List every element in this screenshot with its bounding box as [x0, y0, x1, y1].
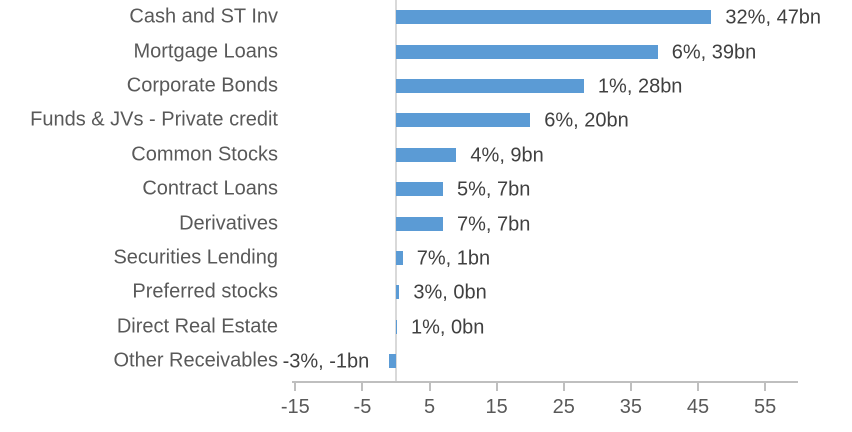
- x-axis-line: [292, 381, 798, 383]
- bar: [396, 113, 531, 128]
- value-label: 6%, 39bn: [671, 41, 757, 64]
- x-axis-tick: [361, 383, 364, 391]
- value-label: 32%, 47bn: [725, 6, 822, 29]
- x-axis-tick-label: 5: [424, 396, 436, 418]
- x-axis-tick: [562, 383, 565, 391]
- x-axis-tick: [697, 383, 699, 391]
- category-label: Direct Real Estate: [116, 315, 278, 338]
- category-label: Common Stocks: [131, 143, 278, 166]
- category-label: Corporate Bonds: [126, 74, 278, 97]
- x-axis-tick-label: 35: [619, 396, 643, 418]
- x-axis-tick: [495, 383, 498, 391]
- bar: [396, 79, 584, 93]
- x-axis-tick: [294, 383, 297, 391]
- bar: [396, 251, 403, 265]
- bar: [396, 147, 457, 162]
- x-axis-tick: [764, 383, 767, 391]
- value-label: 1%, 28bn: [597, 75, 683, 98]
- category-label: Securities Lending: [113, 246, 278, 269]
- x-axis-tick-label: 55: [753, 396, 777, 418]
- category-label: Funds & JVs - Private credit: [30, 108, 278, 131]
- category-label: Derivatives: [179, 212, 278, 235]
- value-label: 5%, 7bn: [456, 178, 531, 201]
- value-label: 4%, 9bn: [470, 144, 544, 167]
- category-label: Preferred stocks: [132, 280, 278, 303]
- bar: [396, 44, 658, 59]
- value-label: -3%, -1bn: [282, 350, 370, 373]
- category-label: Cash and ST Inv: [129, 5, 278, 28]
- x-axis-tick-label: -5: [353, 396, 372, 418]
- bar: [389, 354, 396, 369]
- value-label: 6%, 20bn: [544, 109, 629, 132]
- value-label: 1%, 0bn: [411, 316, 485, 339]
- value-label: 7%, 7bn: [456, 213, 531, 236]
- x-axis-tick-label: 25: [552, 396, 575, 418]
- x-axis-tick-label: 15: [485, 396, 508, 418]
- bar: [396, 216, 443, 231]
- x-axis-tick: [428, 383, 431, 391]
- category-label: Mortgage Loans: [133, 40, 278, 63]
- category-label: Other Receivables: [113, 349, 278, 372]
- bar: [396, 285, 400, 300]
- x-axis-tick-label: -15: [280, 396, 310, 418]
- x-axis-tick: [629, 383, 632, 391]
- x-axis-tick-label: 45: [686, 396, 710, 418]
- value-label: 3%, 0bn: [413, 281, 487, 304]
- bar: [396, 10, 712, 25]
- bar: [396, 182, 443, 197]
- category-label: Contract Loans: [142, 177, 278, 200]
- value-label: 7%, 1bn: [416, 247, 491, 270]
- bar: [396, 319, 398, 334]
